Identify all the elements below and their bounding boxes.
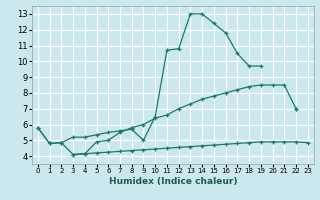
X-axis label: Humidex (Indice chaleur): Humidex (Indice chaleur) (108, 177, 237, 186)
